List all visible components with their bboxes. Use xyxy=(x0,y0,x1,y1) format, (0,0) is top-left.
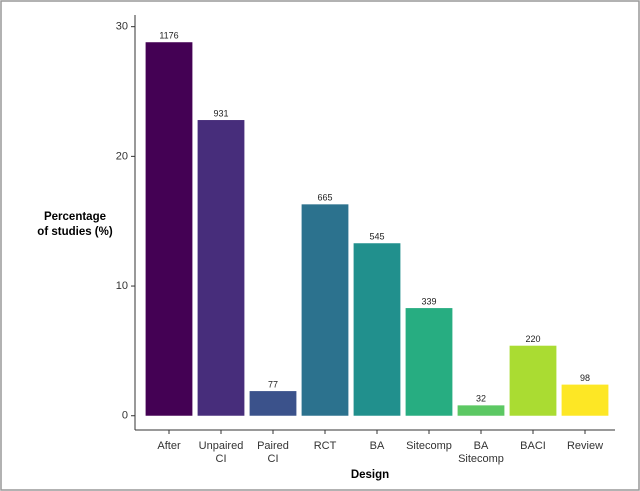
bar xyxy=(249,391,297,416)
bar xyxy=(301,204,349,416)
x-tick-label: CI xyxy=(216,453,227,465)
y-axis-label: of studies (%) xyxy=(37,226,113,238)
bar xyxy=(405,308,453,416)
x-tick-label: BA xyxy=(474,440,489,452)
y-tick-label: 0 xyxy=(122,410,128,422)
count-label: 77 xyxy=(268,379,278,389)
count-label: 98 xyxy=(580,373,590,383)
x-tick-label: RCT xyxy=(314,440,337,452)
count-label: 1176 xyxy=(159,31,178,41)
x-tick-label: Paired xyxy=(257,440,289,452)
y-tick-label: 30 xyxy=(116,21,128,33)
count-label: 931 xyxy=(213,108,228,118)
x-tick-label: BACI xyxy=(520,440,546,452)
x-axis-label: Design xyxy=(351,469,389,481)
count-label: 665 xyxy=(317,193,332,203)
x-tick-label: After xyxy=(157,440,181,452)
count-label: 545 xyxy=(369,232,384,242)
bar xyxy=(509,345,557,416)
x-tick-label: BA xyxy=(370,440,385,452)
x-tick-label: Unpaired xyxy=(199,440,244,452)
bar xyxy=(145,42,193,416)
y-tick-label: 10 xyxy=(116,280,128,292)
x-tick-label: Sitecomp xyxy=(406,440,452,452)
y-tick-label: 20 xyxy=(116,150,128,162)
x-tick-label: Sitecomp xyxy=(458,453,504,465)
bar xyxy=(457,405,505,416)
count-label: 32 xyxy=(476,394,486,404)
count-label: 339 xyxy=(421,296,436,306)
y-axis-label: Percentage xyxy=(44,211,106,223)
x-tick-label: CI xyxy=(268,453,279,465)
bar xyxy=(353,243,401,416)
bar xyxy=(197,120,245,416)
bar xyxy=(561,384,609,416)
count-label: 220 xyxy=(525,334,540,344)
x-tick-label: Review xyxy=(567,440,603,452)
